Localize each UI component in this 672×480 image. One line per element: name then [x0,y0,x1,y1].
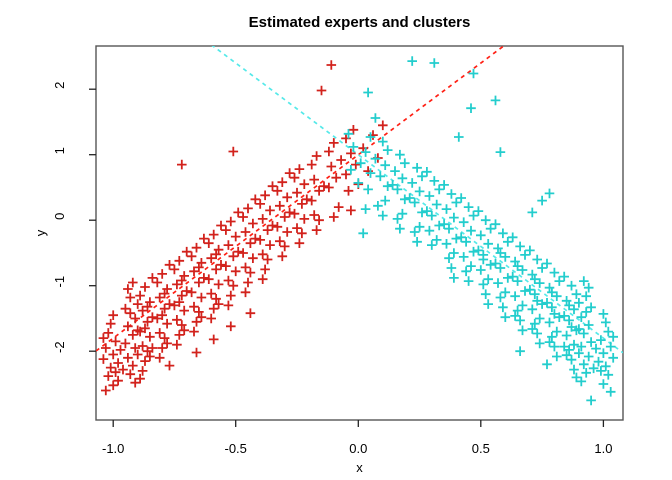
y-tick-label: 1 [52,147,67,154]
x-axis-ticks: -1.0 -0.5 0.0 0.5 1.0 [102,420,612,456]
expert-lines [96,46,623,354]
cluster-2-cyan-points [343,56,618,406]
plot-border [95,45,624,421]
y-axis-ticks: -2 -1 0 1 2 [52,82,96,353]
x-tick-label: 1.0 [594,441,612,456]
x-axis-label: x [356,460,363,475]
x-tick-label: -1.0 [102,441,124,456]
y-tick-label: 0 [52,213,67,220]
expert-2-cyan-line [211,46,623,354]
y-axis-label: y [33,229,48,236]
cluster-1-red-points [98,60,388,396]
x-tick-label: 0.5 [472,441,490,456]
expert-1-red-line [96,46,506,352]
scatter-points [98,56,618,406]
x-tick-label: -0.5 [224,441,246,456]
x-tick-label: 0.0 [349,441,367,456]
y-tick-label: -2 [52,341,67,353]
chart-title: Estimated experts and clusters [249,14,471,31]
y-tick-label: -1 [52,276,67,288]
y-tick-label: 2 [52,82,67,89]
